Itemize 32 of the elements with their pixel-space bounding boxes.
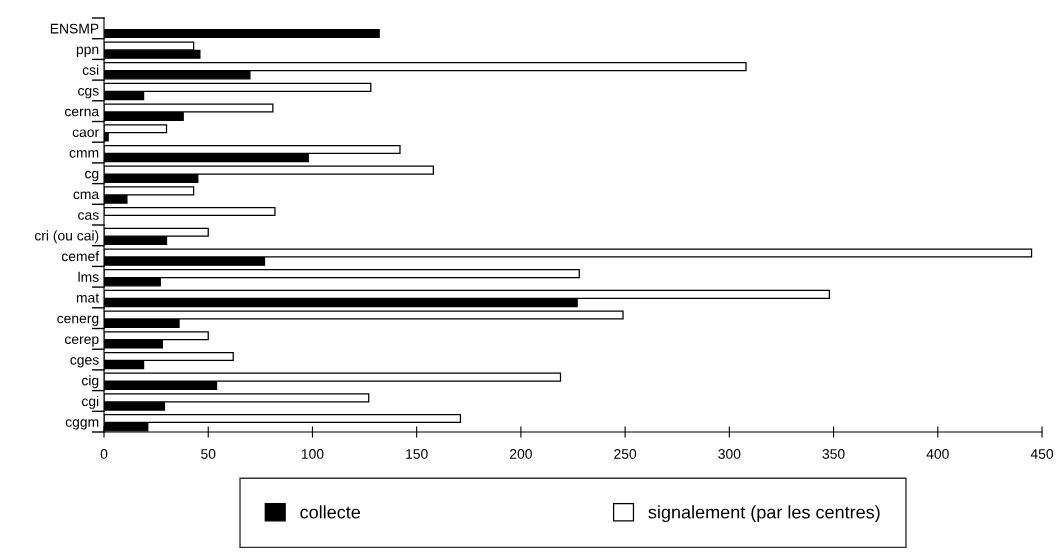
y-tick-label: ppn (76, 46, 99, 57)
y-tick-label: csi (82, 64, 99, 75)
legend-label: collecte (300, 505, 361, 519)
y-tick-label: cig (81, 375, 99, 389)
x-tick-label: 450 (1030, 449, 1054, 459)
y-tick-label: cerna (64, 108, 100, 117)
y-tick-label: cri (ou cai) (34, 230, 99, 244)
y-tick-label: cges (70, 357, 99, 368)
y-tick-label: mat (76, 293, 100, 303)
legend-label: signalement (par les centres) (648, 505, 880, 523)
x-tick-label: 100 (301, 449, 324, 459)
y-tick-label: caor (72, 129, 99, 138)
x-tick-label: 300 (718, 449, 741, 459)
y-tick-label: cerep (64, 336, 99, 347)
y-tick-label: cg (85, 170, 99, 182)
x-tick-label: 50 (201, 449, 216, 459)
y-tick-label: cgs (78, 88, 99, 99)
y-tick-label: cmm (69, 150, 99, 158)
x-tick-label: 200 (510, 449, 532, 459)
x-tick-label: 150 (406, 449, 428, 459)
y-tick-label: cenerg (57, 315, 99, 327)
y-tick-label: cemef (61, 251, 100, 262)
y-tick-label: ENSMP (50, 23, 99, 34)
y-tick-label: cgi (81, 395, 99, 409)
x-tick-label: 250 (614, 449, 637, 459)
x-tick-label: 0 (100, 449, 108, 459)
y-tick-label: cma (73, 191, 100, 200)
y-tick-label: cggm (65, 419, 99, 430)
y-tick-label: lms (78, 271, 99, 282)
y-tick-label: cas (78, 212, 99, 220)
x-tick-label: 350 (822, 449, 845, 459)
x-tick-label: 400 (926, 449, 949, 459)
